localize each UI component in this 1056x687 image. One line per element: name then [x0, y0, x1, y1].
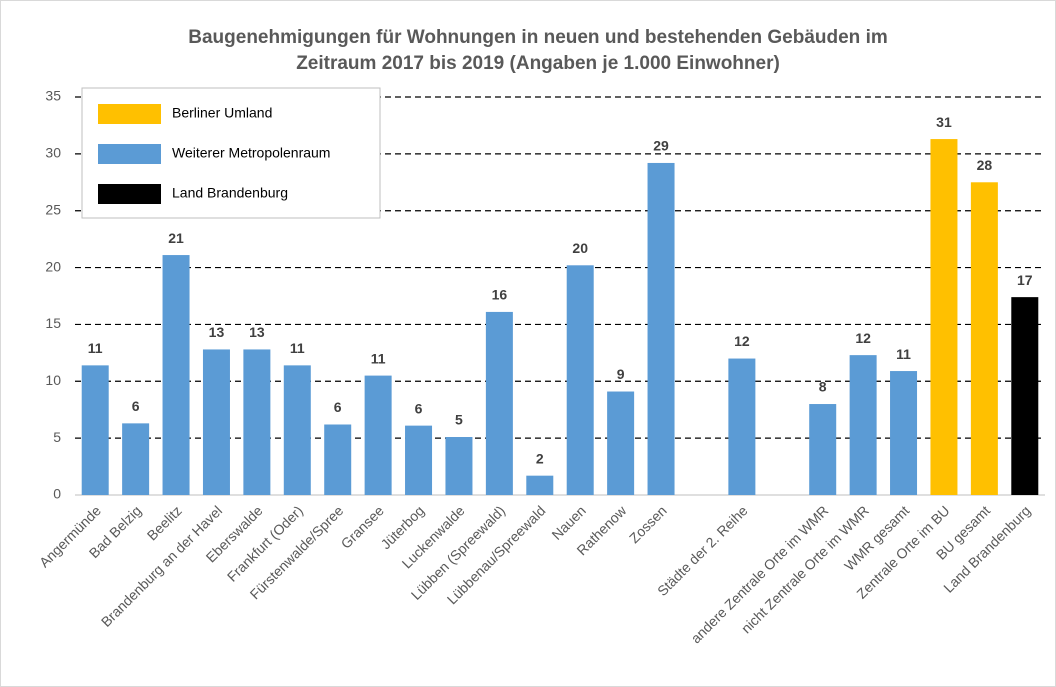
bar — [849, 355, 877, 495]
legend-swatch — [98, 184, 161, 204]
legend-swatch — [98, 104, 161, 124]
bar — [202, 349, 230, 495]
value-label: 6 — [132, 398, 140, 414]
legend-label: Berliner Umland — [172, 105, 272, 121]
value-label: 28 — [977, 157, 993, 173]
value-label: 17 — [1017, 272, 1033, 288]
y-tick-label: 15 — [45, 315, 61, 331]
value-label: 11 — [371, 350, 386, 366]
chart-title: Baugenehmigungen für Wohnungen in neuen … — [188, 27, 888, 48]
value-label: 2 — [536, 450, 544, 466]
value-label: 16 — [492, 287, 508, 303]
bar — [930, 139, 958, 495]
value-label: 29 — [653, 138, 669, 154]
bar — [283, 365, 311, 495]
value-label: 8 — [819, 379, 827, 395]
bar — [364, 375, 392, 495]
value-label: 11 — [88, 340, 103, 356]
value-label: 11 — [290, 340, 305, 356]
y-tick-label: 10 — [45, 372, 61, 388]
bar — [81, 365, 109, 495]
bar — [647, 162, 675, 495]
bar — [566, 265, 594, 495]
bar — [728, 358, 756, 495]
bar — [162, 255, 190, 495]
value-label: 21 — [168, 230, 184, 246]
bar — [970, 182, 998, 496]
y-tick-label: 5 — [53, 429, 61, 445]
value-label: 11 — [896, 346, 911, 362]
y-tick-label: 20 — [45, 258, 61, 274]
chart-title: Zeitraum 2017 bis 2019 (Angaben je 1.000… — [296, 53, 780, 74]
value-label: 12 — [855, 330, 871, 346]
value-label: 5 — [455, 412, 463, 428]
y-tick-label: 25 — [45, 201, 61, 217]
bar — [1011, 297, 1039, 495]
value-label: 20 — [572, 240, 588, 256]
legend-swatch — [98, 144, 161, 164]
bar — [122, 423, 150, 495]
bar — [243, 349, 271, 495]
y-tick-label: 0 — [53, 486, 61, 502]
bar — [485, 311, 513, 495]
bar — [405, 425, 433, 495]
bar — [324, 424, 352, 495]
bar — [526, 475, 554, 495]
legend-label: Weiterer Metropolenraum — [172, 145, 330, 161]
y-tick-label: 35 — [45, 88, 61, 104]
value-label: 6 — [334, 399, 342, 415]
bar — [809, 404, 837, 495]
value-label: 6 — [415, 400, 423, 416]
bar — [445, 437, 473, 495]
value-label: 13 — [209, 324, 225, 340]
value-label: 13 — [249, 324, 265, 340]
value-label: 9 — [617, 366, 625, 382]
bar — [607, 391, 635, 495]
value-label: 31 — [936, 114, 952, 130]
bar — [890, 371, 918, 495]
legend-label: Land Brandenburg — [172, 185, 288, 201]
value-label: 12 — [734, 333, 750, 349]
y-tick-label: 30 — [45, 145, 61, 161]
